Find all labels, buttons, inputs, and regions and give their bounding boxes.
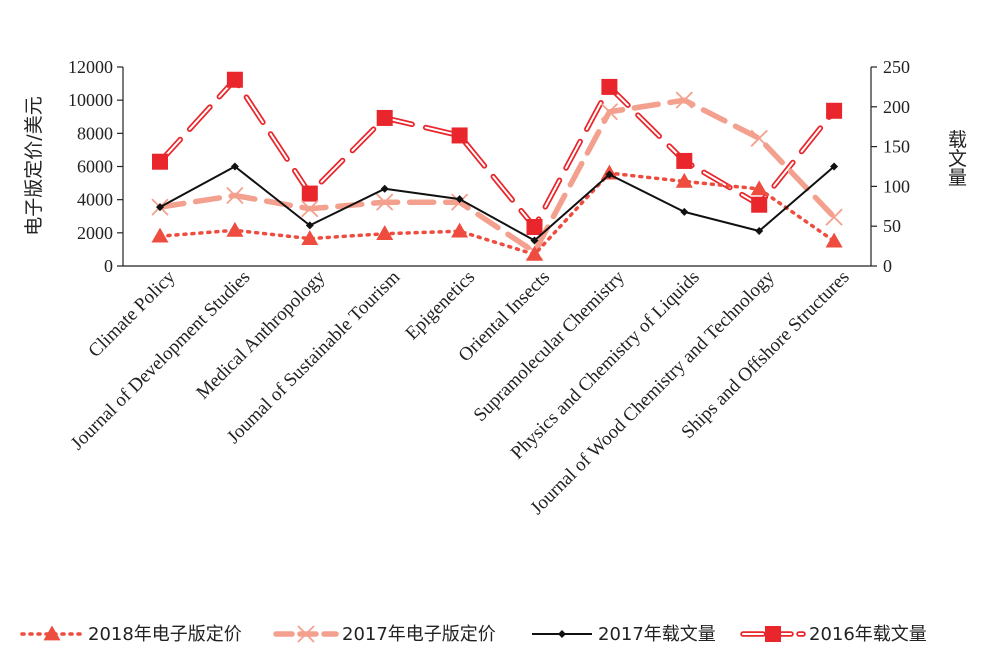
data-point [526, 218, 543, 235]
data-point [226, 71, 243, 88]
data-point [600, 103, 619, 121]
data-point [152, 153, 168, 170]
legend-label: 2017年载文量 [598, 624, 716, 645]
data-point [451, 222, 469, 238]
data-point [755, 226, 764, 235]
data-point [230, 162, 239, 171]
data-point [750, 180, 768, 196]
data-point [526, 245, 543, 261]
series-2 [156, 162, 839, 245]
right-tick-label: 0 [883, 256, 892, 276]
data-point [380, 184, 389, 193]
data-point [750, 129, 768, 147]
series-0 [151, 164, 843, 261]
left-axis-ticks: 0 2000 4000 6000 8000 10000 12000 [68, 57, 123, 276]
left-tick-label: 0 [104, 256, 113, 276]
data-point [451, 127, 468, 144]
left-tick-label: 8000 [77, 123, 113, 143]
left-tick-label: 4000 [77, 190, 113, 210]
series-line [157, 76, 837, 230]
data-point [675, 172, 693, 188]
legend-marker [43, 625, 61, 641]
right-tick-label: 250 [883, 57, 910, 77]
legend-item: 2017年载文量 [532, 624, 716, 645]
series-line [157, 97, 837, 255]
legend-item: 2018年电子版定价 [20, 624, 242, 645]
legend-marker [297, 625, 315, 643]
legend-label: 2017年电子版定价 [342, 624, 496, 645]
right-tick-label: 100 [883, 176, 910, 196]
data-point [680, 207, 689, 216]
legend: 2018年电子版定价 2017年电子版定价 2017年载文量 2016年载文量 [20, 624, 927, 645]
data-point [825, 232, 843, 248]
data-point [226, 221, 244, 237]
right-tick-label: 200 [883, 97, 910, 117]
legend-item: 2016年载文量 [740, 624, 927, 645]
data-point [676, 152, 693, 169]
data-point [226, 186, 244, 205]
left-tick-label: 12000 [68, 57, 113, 77]
series-1 [151, 91, 843, 261]
right-tick-label: 150 [883, 137, 910, 157]
left-tick-label: 10000 [68, 90, 113, 110]
data-point [455, 195, 464, 204]
right-axis-title: 载文量 [945, 129, 967, 186]
left-axis-title: 电子版定价/美元 [23, 96, 45, 235]
data-point [826, 102, 843, 119]
series-layer [151, 71, 843, 261]
data-point [376, 193, 394, 211]
data-point [301, 200, 319, 218]
right-axis-ticks: 0 50 100 150 200 250 [871, 57, 910, 276]
data-point [301, 230, 319, 246]
category-label: Supramolecular Chemistry [470, 266, 630, 426]
legend-marker [765, 626, 781, 642]
data-point [675, 91, 693, 109]
legend-item: 2017年电子版定价 [273, 624, 496, 645]
data-point [601, 78, 618, 95]
data-point [530, 236, 539, 245]
right-tick-label: 50 [883, 216, 901, 236]
series-line [158, 171, 836, 257]
data-point [376, 225, 394, 241]
data-point [301, 185, 318, 202]
legend-label: 2018年电子版定价 [88, 624, 242, 645]
legend-label: 2016年载文量 [809, 624, 927, 645]
series-line [159, 165, 835, 242]
legend-marker [558, 630, 566, 638]
data-point [305, 221, 314, 230]
series-3 [152, 71, 843, 235]
data-point [751, 196, 768, 213]
data-point [376, 109, 393, 126]
data-point [156, 203, 164, 212]
category-label: Medical Anthropology [192, 266, 329, 403]
left-tick-label: 2000 [77, 223, 113, 243]
category-label: Epigenetics [402, 267, 480, 345]
left-tick-label: 6000 [77, 157, 113, 177]
data-point [151, 227, 169, 243]
data-point [830, 162, 839, 171]
data-point [605, 170, 614, 179]
data-point [825, 208, 843, 226]
